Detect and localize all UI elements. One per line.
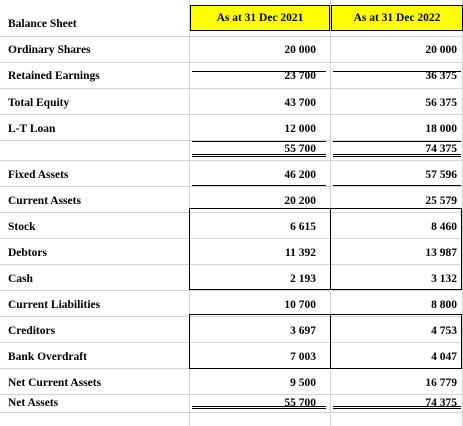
row-label[interactable]: Stock [8,221,36,233]
double-underline-2021 [192,406,326,409]
row-label[interactable]: Ordinary Shares [8,44,91,56]
row-label[interactable]: Current Assets [8,195,81,207]
cell-2022[interactable]: 8 800 [431,299,457,311]
cell-2022[interactable]: 56 375 [425,97,457,109]
row-label[interactable]: Total Equity [8,97,70,109]
double-underline-2022 [333,154,461,157]
cell-2021[interactable]: 12 000 [284,123,316,135]
cell-2021[interactable]: 20 000 [284,44,316,56]
row-label[interactable]: Bank Overdraft [8,351,87,363]
row-label[interactable]: Retained Earnings [8,70,100,82]
header-2021[interactable]: As at 31 Dec 2021 [190,5,330,31]
cell-2022[interactable]: 3 132 [431,273,457,285]
row-label[interactable]: Current Liabilities [8,299,101,311]
current-assets-box-2022 [330,208,462,290]
cell-2022[interactable]: 18 000 [425,123,457,135]
current-assets-box-2021 [189,208,331,290]
underline-2021 [192,185,326,186]
cell-2022[interactable]: 16 779 [425,377,457,389]
cell-2021[interactable]: 9 500 [290,377,316,389]
row-label[interactable]: Net Current Assets [8,377,102,389]
row-label[interactable]: L-T Loan [8,123,56,135]
cell-2021[interactable]: 2 193 [290,273,316,285]
cell-2022[interactable]: 13 987 [425,247,457,259]
underline-2021 [192,71,326,72]
underline-2021 [192,141,326,142]
cell-2021[interactable]: 23 700 [284,70,316,82]
cell-2021[interactable]: 6 615 [290,221,316,233]
cell-2021[interactable]: 11 392 [285,247,316,259]
cell-2021[interactable]: 46 200 [284,169,316,181]
cell-2021[interactable]: 3 697 [290,325,316,337]
cell-2022[interactable]: 25 579 [425,195,457,207]
cell-2022[interactable]: 8 460 [431,221,457,233]
cell-2021[interactable]: 43 700 [284,97,316,109]
cell-2021[interactable]: 55 700 [284,143,316,155]
cell-2022[interactable]: 20 000 [425,44,457,56]
row-label[interactable]: Fixed Assets [8,169,69,181]
cell-2022[interactable]: 4 047 [431,351,457,363]
double-underline-2021 [192,154,326,157]
current-liabilities-box-2022 [330,314,462,369]
underline-2022 [333,185,461,186]
cell-2021[interactable]: 10 700 [284,299,316,311]
row-label[interactable]: Creditors [8,325,56,337]
cell-2021[interactable]: 7 003 [290,351,316,363]
row-label[interactable]: Cash [8,273,33,285]
cell-2021[interactable]: 20 200 [284,195,316,207]
header-2022[interactable]: As at 31 Dec 2022 [331,5,463,31]
row-label[interactable]: Debtors [8,247,47,259]
cell-2022[interactable]: 74 375 [425,143,457,155]
cell-2022[interactable]: 36 375 [425,70,457,82]
underline-2022 [333,141,461,142]
underline-2022 [333,71,461,72]
cell-2022[interactable]: 57 596 [425,169,457,181]
double-underline-2022 [333,406,461,409]
cell-2022[interactable]: 4 753 [431,325,457,337]
current-liabilities-box-2021 [189,314,331,369]
sheet-title: Balance Sheet [8,18,77,30]
row-label[interactable]: Net Assets [8,397,59,409]
